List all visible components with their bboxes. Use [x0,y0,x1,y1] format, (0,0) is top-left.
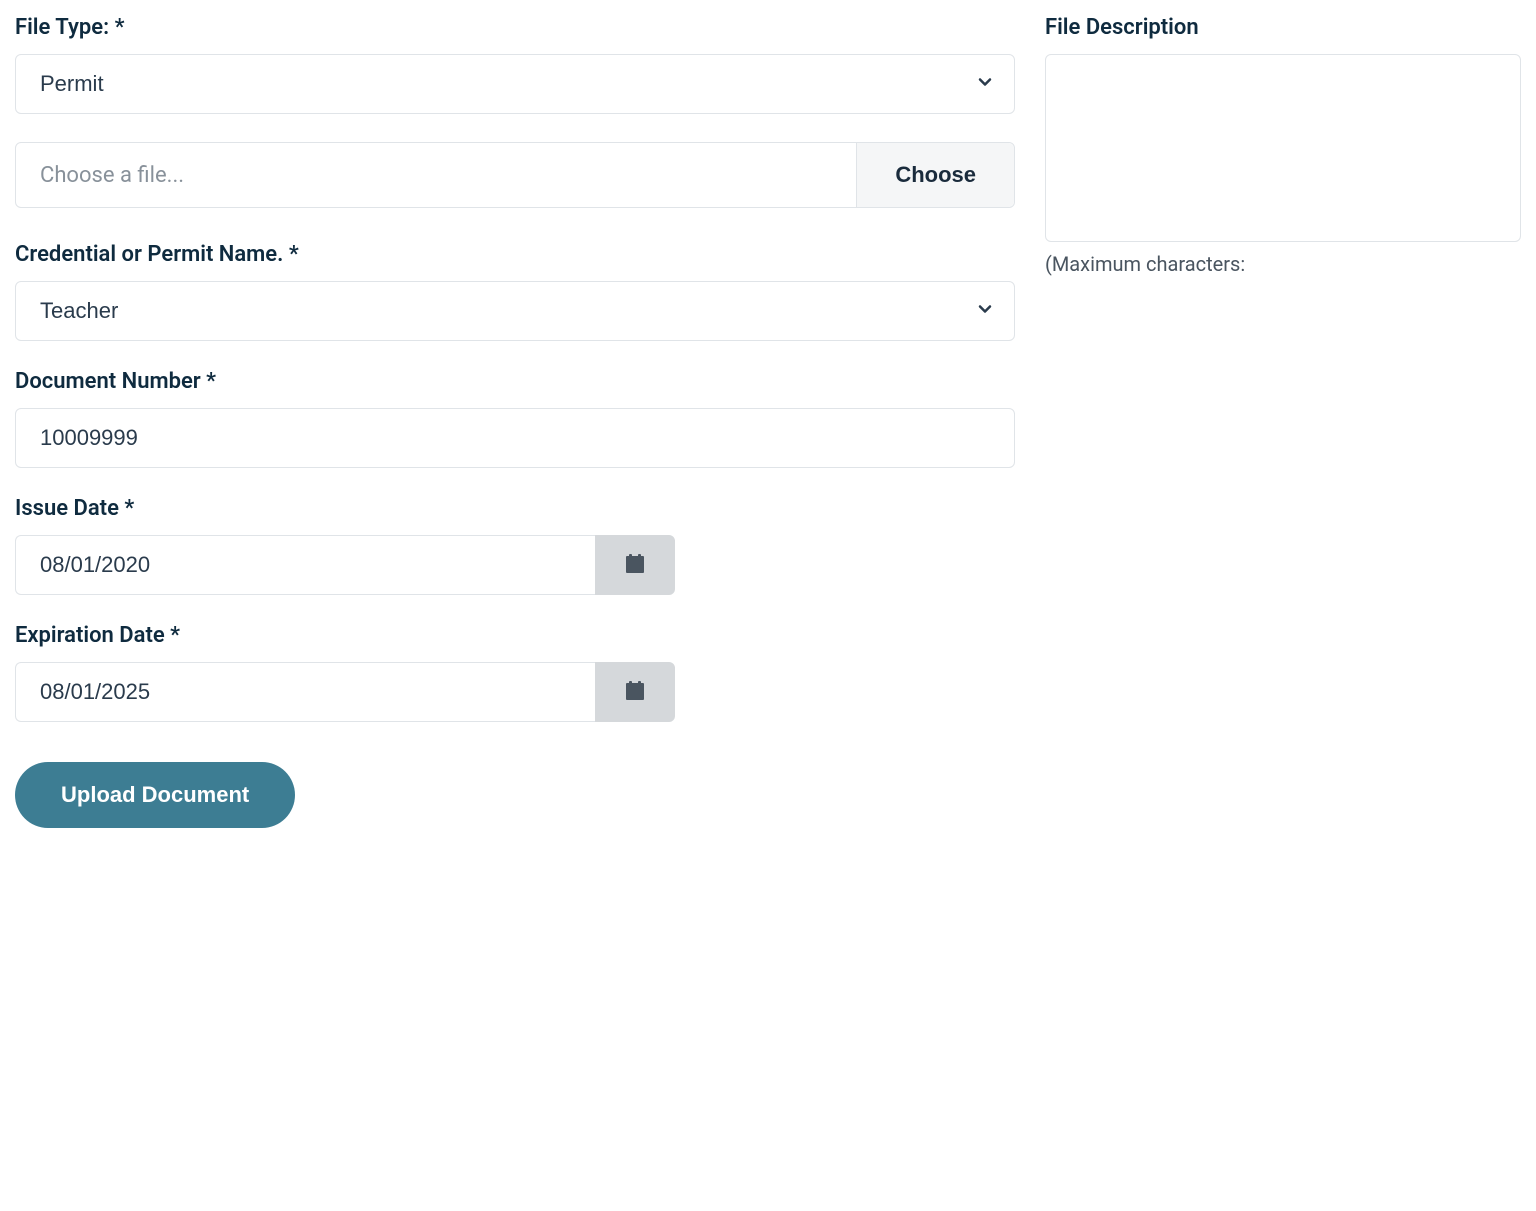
credential-name-group: Credential or Permit Name. * [15,242,1015,341]
file-type-label: File Type: * [15,15,1015,40]
file-description-label: File Description [1045,15,1521,40]
file-type-group: File Type: * [15,15,1015,114]
expiration-date-input[interactable] [15,662,595,722]
document-number-label: Document Number * [15,369,1015,394]
file-type-select[interactable] [15,54,1015,114]
right-column: File Description (Maximum characters: [1045,15,1521,828]
upload-document-button[interactable]: Upload Document [15,762,295,828]
expiration-date-label: Expiration Date * [15,623,1015,648]
file-chooser-row: Choose a file... Choose [15,142,1015,208]
expiration-date-row [15,662,675,722]
issue-date-group: Issue Date * [15,496,1015,595]
credential-name-select-wrap [15,281,1015,341]
issue-date-input[interactable] [15,535,595,595]
issue-date-label: Issue Date * [15,496,1015,521]
max-chars-hint: (Maximum characters: [1045,252,1521,276]
calendar-icon [623,679,647,706]
left-column: File Type: * Choose a file... Choose Cre… [15,15,1015,828]
file-type-select-wrap [15,54,1015,114]
document-number-input[interactable] [15,408,1015,468]
choose-file-button[interactable]: Choose [856,143,1014,207]
issue-date-picker-button[interactable] [595,535,675,595]
file-description-group: File Description (Maximum characters: [1045,15,1521,276]
credential-name-select[interactable] [15,281,1015,341]
issue-date-row [15,535,675,595]
expiration-date-group: Expiration Date * [15,623,1015,722]
upload-form: File Type: * Choose a file... Choose Cre… [15,15,1521,828]
file-input-placeholder[interactable]: Choose a file... [16,143,856,207]
credential-name-label: Credential or Permit Name. * [15,242,1015,267]
calendar-icon [623,552,647,579]
expiration-date-picker-button[interactable] [595,662,675,722]
document-number-group: Document Number * [15,369,1015,468]
file-description-textarea[interactable] [1045,54,1521,242]
